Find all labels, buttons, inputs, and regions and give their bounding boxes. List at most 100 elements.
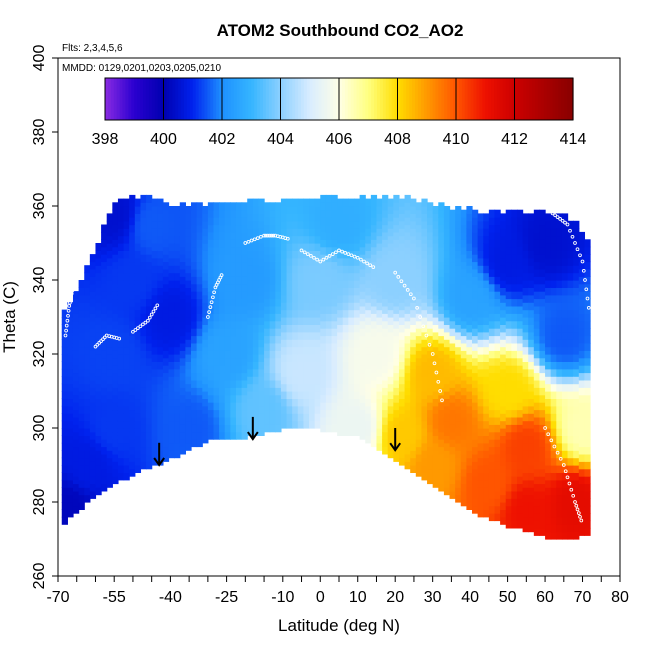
field-cell xyxy=(337,294,344,303)
field-cell xyxy=(179,298,186,307)
field-cell xyxy=(370,431,378,440)
field-cell xyxy=(303,383,310,392)
field-cell xyxy=(292,346,299,355)
field-cell xyxy=(533,424,541,433)
field-cell xyxy=(342,346,349,355)
field-cell xyxy=(427,217,434,226)
field-cell xyxy=(275,379,282,388)
field-cell xyxy=(235,209,243,218)
colorbar-cell xyxy=(312,78,317,120)
field-cell xyxy=(483,272,490,281)
field-cell xyxy=(348,250,355,259)
field-cell xyxy=(561,494,569,503)
field-cell xyxy=(432,405,439,414)
field-cell xyxy=(415,365,423,374)
field-cell xyxy=(84,368,91,377)
field-cell xyxy=(207,261,215,270)
field-cell xyxy=(522,420,529,429)
field-cell xyxy=(191,261,198,270)
field-cell xyxy=(196,246,203,255)
field-cell xyxy=(140,246,147,255)
field-cell xyxy=(488,402,496,411)
field-cell xyxy=(370,379,378,388)
field-cell xyxy=(151,324,158,333)
field-cell xyxy=(483,405,490,414)
field-cell xyxy=(427,239,434,248)
field-cell xyxy=(174,213,181,222)
field-cell xyxy=(309,413,316,422)
field-cell xyxy=(365,287,372,296)
field-cell xyxy=(427,276,434,285)
field-cell xyxy=(106,213,113,222)
field-cell xyxy=(494,320,501,329)
field-cell xyxy=(269,424,276,433)
field-cell xyxy=(528,502,535,510)
field-cell xyxy=(252,391,260,399)
field-cell xyxy=(168,213,175,222)
field-cell xyxy=(494,461,501,470)
field-cell xyxy=(387,213,394,222)
field-cell xyxy=(342,213,349,222)
field-cell xyxy=(258,368,265,377)
field-cell xyxy=(309,294,316,303)
colorbar-cell xyxy=(327,78,331,120)
field-cell xyxy=(258,272,265,281)
field-cell xyxy=(545,465,552,473)
field-cell xyxy=(393,209,400,218)
field-cell xyxy=(162,283,170,292)
field-cell xyxy=(235,217,243,226)
field-cell xyxy=(494,505,501,514)
field-cell xyxy=(421,287,428,296)
field-cell xyxy=(78,428,85,436)
field-cell xyxy=(269,246,276,255)
field-cell xyxy=(505,276,512,285)
field-cell xyxy=(325,335,333,344)
field-cell xyxy=(168,361,175,370)
field-cell xyxy=(410,206,417,214)
field-cell xyxy=(550,442,557,451)
field-cell xyxy=(269,209,276,218)
field-cell xyxy=(123,346,130,355)
field-cell xyxy=(387,257,394,266)
y-tick-label: 300 xyxy=(31,415,48,442)
field-cell xyxy=(196,357,203,366)
field-cell xyxy=(185,413,192,422)
field-cell xyxy=(516,468,524,477)
field-cell xyxy=(269,283,276,292)
field-cell xyxy=(325,298,333,307)
field-cell xyxy=(359,350,366,359)
field-cell xyxy=(129,239,136,248)
field-cell xyxy=(95,487,102,496)
field-cell xyxy=(511,239,518,248)
field-cell xyxy=(123,361,130,370)
field-cell xyxy=(359,224,366,233)
sample-point xyxy=(334,250,338,255)
field-cell xyxy=(528,339,535,348)
field-cell xyxy=(314,331,321,340)
field-cell xyxy=(550,220,557,229)
field-cell xyxy=(421,206,428,214)
field-cell xyxy=(78,346,85,355)
field-cell xyxy=(314,413,321,422)
field-cell xyxy=(219,365,226,374)
field-cell xyxy=(191,202,198,211)
field-cell xyxy=(460,379,467,388)
field-cell xyxy=(410,213,417,222)
colorbar-cell xyxy=(397,78,402,120)
sample-point xyxy=(312,255,316,260)
field-cell xyxy=(505,313,512,322)
field-cell xyxy=(500,472,507,481)
field-cell xyxy=(545,398,552,407)
field-cell xyxy=(556,294,563,303)
field-cell xyxy=(179,446,186,455)
field-cell xyxy=(376,206,383,214)
field-cell xyxy=(157,198,164,207)
field-cell xyxy=(140,305,147,314)
field-cell xyxy=(494,217,501,226)
field-cell xyxy=(488,246,496,255)
field-cell xyxy=(252,317,260,325)
field-cell xyxy=(511,246,518,255)
field-cell xyxy=(202,339,209,348)
field-cell xyxy=(382,409,389,418)
field-cell xyxy=(146,217,153,226)
